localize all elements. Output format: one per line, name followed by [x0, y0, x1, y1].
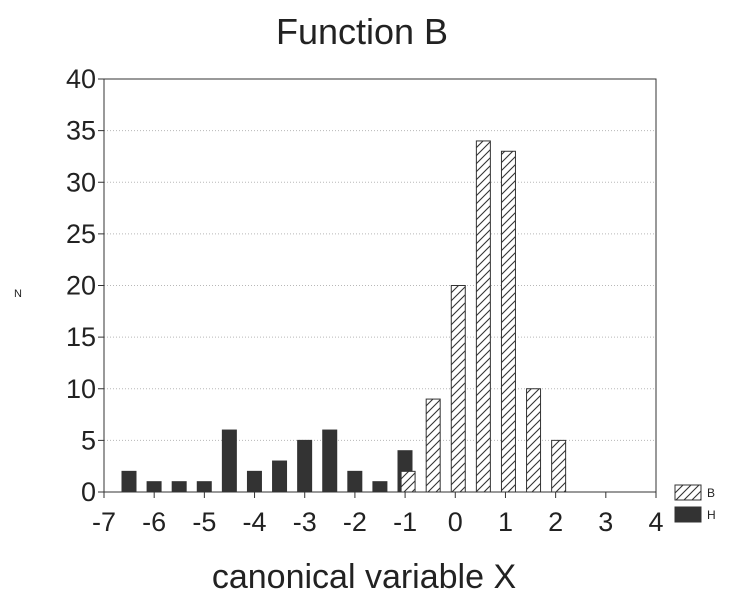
bars	[121, 140, 641, 493]
y-tick-label: 20	[66, 271, 96, 301]
x-axis-label: canonical variable X	[212, 558, 516, 596]
x-tick-label: 4	[648, 507, 663, 537]
y-tick-label: 0	[81, 477, 96, 507]
x-tick-label: 1	[498, 507, 513, 537]
legend: BH	[674, 484, 716, 523]
y-tick-label: 25	[66, 219, 96, 249]
bar-h	[322, 429, 338, 493]
bar-h	[196, 481, 212, 493]
x-tick-label: 3	[598, 507, 613, 537]
bar-b	[450, 285, 466, 493]
legend-swatch-b	[674, 484, 702, 501]
x-tick-label: 0	[448, 507, 463, 537]
bar-b	[475, 140, 491, 493]
y-tick-label: 40	[66, 64, 96, 94]
bar-b	[551, 439, 567, 493]
bar-h	[121, 470, 137, 493]
y-axis: 0 5 10 15 20 25 30 35 40	[66, 64, 104, 507]
x-tick-label: -1	[393, 507, 417, 537]
y-tick-label: 15	[66, 322, 96, 352]
bar-h	[221, 429, 237, 493]
x-tick-label: -6	[142, 507, 166, 537]
bar-h	[372, 481, 388, 493]
y-axis-label: N	[14, 288, 22, 300]
bar-b	[526, 388, 542, 493]
x-tick-label: 2	[548, 507, 563, 537]
x-axis: -7 -6 -5 -4 -3 -2 -1 0 1 2 3 4	[92, 492, 664, 537]
bar-b	[425, 398, 441, 493]
y-tick-label: 30	[66, 167, 96, 197]
bar-h	[146, 481, 162, 493]
x-tick-label: -4	[243, 507, 267, 537]
x-tick-label: -3	[293, 507, 317, 537]
grid-lines	[104, 130, 656, 441]
bar-h	[272, 460, 288, 493]
x-tick-label: -7	[92, 507, 116, 537]
bar-b	[400, 470, 416, 493]
legend-swatch-h	[674, 506, 702, 523]
bar-b	[500, 150, 516, 493]
legend-label-h: H	[707, 508, 716, 522]
x-tick-label: -5	[192, 507, 216, 537]
bar-h	[297, 439, 313, 493]
legend-label-b: B	[707, 486, 715, 500]
bar-h	[171, 481, 187, 493]
y-tick-label: 10	[66, 374, 96, 404]
y-tick-label: 35	[66, 116, 96, 146]
chart-title: Function B	[276, 11, 448, 52]
y-tick-label: 5	[81, 425, 96, 455]
bar-h	[347, 470, 363, 493]
x-tick-label: -2	[343, 507, 367, 537]
bar-h	[246, 470, 262, 493]
